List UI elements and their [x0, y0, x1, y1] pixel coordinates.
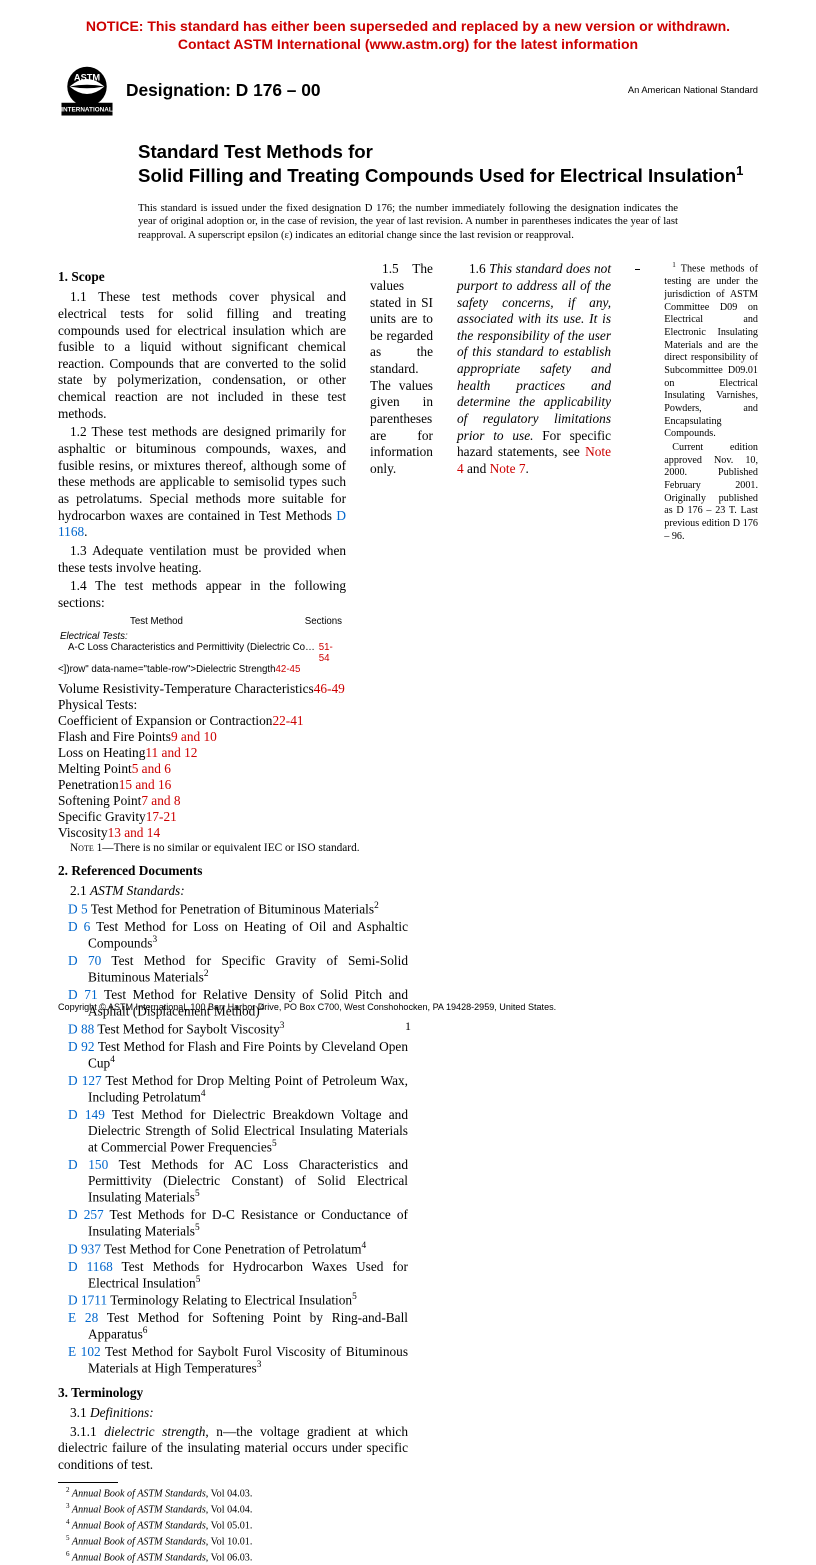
ref-link[interactable]: D 127 — [68, 1073, 102, 1088]
methods-group-physical: Physical Tests: — [58, 697, 346, 713]
table-row: A-C Loss Characteristics and Permittivit… — [58, 642, 346, 664]
table-row: Flash and Fire Points9 and 10 — [58, 729, 346, 745]
term-3-1-1: 3.1.1 dielectric strength, n—the voltage… — [58, 1424, 408, 1474]
table-row: Viscosity13 and 14 — [58, 825, 346, 841]
terminology-head: 3. Terminology — [58, 1385, 408, 1401]
ref-link[interactable]: E 28 — [68, 1310, 98, 1325]
designation: Designation: D 176 – 00 — [126, 80, 321, 101]
ref-link[interactable]: D 71 — [68, 987, 98, 1002]
ref-item: D 70 Test Method for Specific Gravity of… — [58, 953, 408, 986]
section-link[interactable]: 7 and 8 — [141, 793, 180, 808]
notice-banner: NOTICE: This standard has either been su… — [58, 18, 758, 53]
section-link[interactable]: 46-49 — [314, 681, 345, 696]
methods-table: Test Method Sections Electrical Tests: A… — [58, 616, 346, 675]
section-link[interactable]: 9 and 10 — [171, 729, 217, 744]
section-link[interactable]: 17-21 — [146, 809, 177, 824]
ref-link[interactable]: D 92 — [68, 1039, 95, 1054]
ref-list: D 5 Test Method for Penetration of Bitum… — [58, 901, 408, 1377]
page-number: 1 — [0, 1019, 816, 1034]
table-row: Volume Resistivity-Temperature Character… — [58, 681, 346, 697]
notice-line2: Contact ASTM International (www.astm.org… — [58, 36, 758, 54]
ref-item: D 1168 Test Methods for Hydrocarbon Waxe… — [58, 1259, 408, 1292]
ref-item: D 150 Test Methods for AC Loss Character… — [58, 1157, 408, 1206]
table-row: Loss on Heating11 and 12 — [58, 745, 346, 761]
section-link[interactable]: 22-41 — [272, 713, 303, 728]
table-row: Specific Gravity17-21 — [58, 809, 346, 825]
logo-block: INTERNATIONAL ASTM Designation: D 176 – … — [58, 61, 321, 119]
table-row: Softening Point7 and 8 — [58, 793, 346, 809]
scope-1-4: 1.4 The test methods appear in the follo… — [58, 578, 346, 611]
scope-1-3: 1.3 Adequate ventilation must be provide… — [58, 543, 346, 576]
scope-1-1: 1.1 These test methods cover physical an… — [58, 289, 346, 422]
footnote-rule-right — [58, 1482, 118, 1483]
left-column: 1. Scope 1.1 These test methods cover ph… — [58, 261, 346, 840]
table-row: Melting Point5 and 6 — [58, 761, 346, 777]
header-row: INTERNATIONAL ASTM Designation: D 176 – … — [58, 61, 758, 119]
title-line1: Standard Test Methods for — [138, 141, 758, 163]
section-link[interactable]: 15 and 16 — [119, 777, 172, 792]
ans-label: An American National Standard — [628, 85, 758, 95]
link-note7[interactable]: Note 7 — [490, 461, 526, 476]
footnotes-right: 2 Annual Book of ASTM Standards, Vol 04.… — [58, 1486, 408, 1565]
footnote-rule — [635, 269, 640, 837]
refdocs-head: 2. Referenced Documents — [58, 863, 408, 879]
scope-head: 1. Scope — [58, 269, 346, 285]
methods-table-header: Test Method Sections — [58, 616, 346, 629]
ref-item: D 257 Test Methods for D-C Resistance or… — [58, 1207, 408, 1240]
section-link[interactable]: 11 and 12 — [145, 745, 197, 760]
ref-link[interactable]: D 150 — [68, 1157, 108, 1172]
ref-link[interactable]: E 102 — [68, 1344, 101, 1359]
ref-item: D 937 Test Method for Cone Penetration o… — [58, 1241, 408, 1258]
ref-item: D 6 Test Method for Loss on Heating of O… — [58, 919, 408, 952]
ref-item: D 92 Test Method for Flash and Fire Poin… — [58, 1039, 408, 1072]
ref-link[interactable]: D 5 — [68, 902, 88, 917]
title-line2: Solid Filling and Treating Compounds Use… — [138, 163, 758, 188]
ref-link[interactable]: D 257 — [68, 1207, 104, 1222]
content-columns: 1. Scope 1.1 These test methods cover ph… — [58, 261, 758, 840]
section-link[interactable]: 5 and 6 — [132, 761, 171, 776]
ref-item: E 102 Test Method for Saybolt Furol Visc… — [58, 1344, 408, 1377]
ref-item: D 5 Test Method for Penetration of Bitum… — [58, 901, 408, 918]
right-column: Note 1—There is no similar or equivalent… — [58, 841, 408, 1565]
methods-group-electrical: Electrical Tests: — [58, 631, 346, 642]
copyright: Copyright © ASTM International, 100 Barr… — [58, 1002, 758, 1012]
scope-1-5: 1.5 The values stated in SI units are to… — [370, 261, 433, 838]
ref-item: D 149 Test Method for Dielectric Breakdo… — [58, 1107, 408, 1156]
ref-link[interactable]: D 1168 — [68, 1259, 113, 1274]
ref-link[interactable]: D 149 — [68, 1107, 105, 1122]
svg-text:ASTM: ASTM — [74, 73, 101, 83]
section-link[interactable]: 51-54 — [319, 642, 342, 664]
scope-1-6: 1.6 This standard does not purport to ad… — [457, 261, 611, 838]
ref-link[interactable]: D 70 — [68, 953, 101, 968]
ref-link[interactable]: D 1711 — [68, 1293, 107, 1308]
ref-item: D 127 Test Method for Drop Melting Point… — [58, 1073, 408, 1106]
table-row: Penetration15 and 16 — [58, 777, 346, 793]
terminology-sub: 3.1 Definitions: — [58, 1405, 408, 1422]
ref-link[interactable]: D 6 — [68, 919, 90, 934]
title-block: Standard Test Methods for Solid Filling … — [138, 141, 758, 188]
footnotes-left: 1 These methods of testing are under the… — [664, 261, 758, 840]
ref-item: D 1711 Terminology Relating to Electrica… — [58, 1292, 408, 1309]
svg-text:INTERNATIONAL: INTERNATIONAL — [61, 106, 113, 113]
table-row: Coefficient of Expansion or Contraction2… — [58, 713, 346, 729]
refdocs-sub: 2.1 ASTM Standards: — [58, 883, 408, 900]
astm-logo-icon: INTERNATIONAL ASTM — [58, 61, 116, 119]
issued-paragraph: This standard is issued under the fixed … — [138, 202, 678, 244]
section-link[interactable]: 13 and 14 — [108, 825, 161, 840]
ref-item: E 28 Test Method for Softening Point by … — [58, 1310, 408, 1343]
scope-1-2: 1.2 These test methods are designed prim… — [58, 424, 346, 541]
section-link[interactable]: 42-45 — [276, 664, 301, 675]
notice-line1: NOTICE: This standard has either been su… — [58, 18, 758, 36]
note-1: Note 1—There is no similar or equivalent… — [58, 841, 408, 855]
ref-link[interactable]: D 937 — [68, 1241, 101, 1256]
